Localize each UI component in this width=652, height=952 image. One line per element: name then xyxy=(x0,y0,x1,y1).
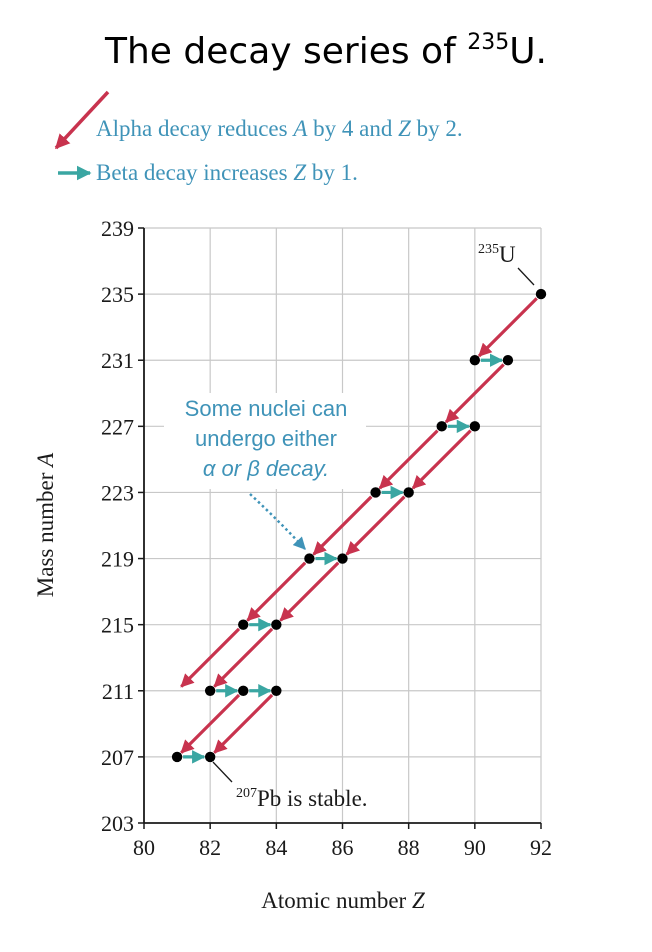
alpha-arrow-3 xyxy=(378,429,439,490)
either-annotation-background xyxy=(164,393,366,489)
y-tick-label-211: 211 xyxy=(102,679,134,704)
x-tick-label-92: 92 xyxy=(530,835,552,860)
y-tick-label-203: 203 xyxy=(101,811,134,836)
legend-alpha-arrow xyxy=(54,90,110,150)
y-axis-label: Mass number A xyxy=(33,452,58,597)
x-tick-label-86: 86 xyxy=(332,835,354,860)
u235-leader-line xyxy=(517,267,535,286)
nucleus-z92-a235 xyxy=(535,288,547,300)
title-element: U. xyxy=(509,31,547,72)
nucleus-z83-a211 xyxy=(238,685,249,696)
u235-label: 235U xyxy=(478,242,516,267)
legend-alpha-text: Alpha decay reduces A by 4 and Z by 2. xyxy=(96,116,463,141)
alpha-arrow-10 xyxy=(213,693,274,754)
alpha-arrow-11 xyxy=(180,693,241,754)
nucleus-z85-a219 xyxy=(304,553,315,564)
legend: Alpha decay reduces A by 4 and Z by 2. B… xyxy=(54,90,463,185)
nucleus-z82-a211 xyxy=(204,685,216,696)
alpha-arrow-1 xyxy=(444,363,505,424)
x-tick-label-84: 84 xyxy=(265,835,287,860)
y-tick-label-215: 215 xyxy=(101,613,134,638)
start-annotation: 235U xyxy=(478,242,535,286)
either-dotted-arrow xyxy=(249,493,306,550)
nucleus-z87-a223 xyxy=(370,487,381,498)
x-axis-label: Atomic number Z xyxy=(261,888,425,913)
pb207-label: 207Pb is stable. xyxy=(236,786,368,811)
y-tick-label-223: 223 xyxy=(101,480,134,505)
y-tick-label-207: 207 xyxy=(101,745,134,770)
beta-decay-arrows xyxy=(183,353,504,764)
y-tick-label-235: 235 xyxy=(101,282,134,307)
nucleus-z82-a207 xyxy=(204,751,216,763)
axes xyxy=(138,227,542,829)
nucleus-z88-a223 xyxy=(403,487,414,498)
y-tick-label-227: 227 xyxy=(101,414,134,439)
alpha-arrow-5 xyxy=(312,495,373,556)
nucleus-z91-a231 xyxy=(502,355,514,366)
either-line-3: α or β decay. xyxy=(203,456,329,481)
page-title: The decay series of 235U. xyxy=(0,30,652,72)
tick-labels: 80 82 84 86 88 90 92 203 207 211 215 219 223 227 231 23… xyxy=(101,216,552,860)
pb207-leader-line xyxy=(212,761,233,783)
nucleus-z83-a215 xyxy=(238,619,249,630)
alpha-arrow-2 xyxy=(411,429,472,490)
nucleus-z84-a215 xyxy=(271,619,282,630)
end-annotation: 207Pb is stable. xyxy=(212,761,368,811)
alpha-arrow-8 xyxy=(180,627,241,688)
y-tick-label-219: 219 xyxy=(101,547,134,572)
y-tick-label-239: 239 xyxy=(101,216,134,241)
either-annotation: Some nuclei can undergo either α or β de… xyxy=(164,393,366,550)
alpha-arrow-9 xyxy=(213,627,274,688)
x-tick-label-88: 88 xyxy=(398,835,420,860)
nucleus-z81-a207 xyxy=(171,751,183,763)
alpha-arrow-7 xyxy=(246,561,307,622)
title-prefix: The decay series of xyxy=(105,31,468,72)
x-tick-label-82: 82 xyxy=(199,835,221,860)
alpha-decay-arrows xyxy=(180,297,538,754)
y-tick-label-231: 231 xyxy=(101,348,134,373)
nuclei-points xyxy=(171,288,547,763)
either-line-2: undergo either xyxy=(195,426,337,451)
x-tick-label-90: 90 xyxy=(464,835,486,860)
alpha-arrow-0 xyxy=(477,297,538,358)
x-tick-label-80: 80 xyxy=(133,835,155,860)
nucleus-z90-a227 xyxy=(469,421,481,432)
legend-beta-text: Beta decay increases Z by 1. xyxy=(96,160,358,185)
alpha-arrow-6 xyxy=(279,561,340,622)
title-mass-number: 235 xyxy=(467,30,510,55)
nucleus-z90-a231 xyxy=(469,355,481,366)
either-line-1: Some nuclei can xyxy=(185,396,348,421)
nucleus-z89-a227 xyxy=(436,421,447,432)
alpha-arrow-4 xyxy=(345,495,406,556)
nucleus-z84-a211 xyxy=(271,685,282,696)
nucleus-z86-a219 xyxy=(337,553,348,564)
